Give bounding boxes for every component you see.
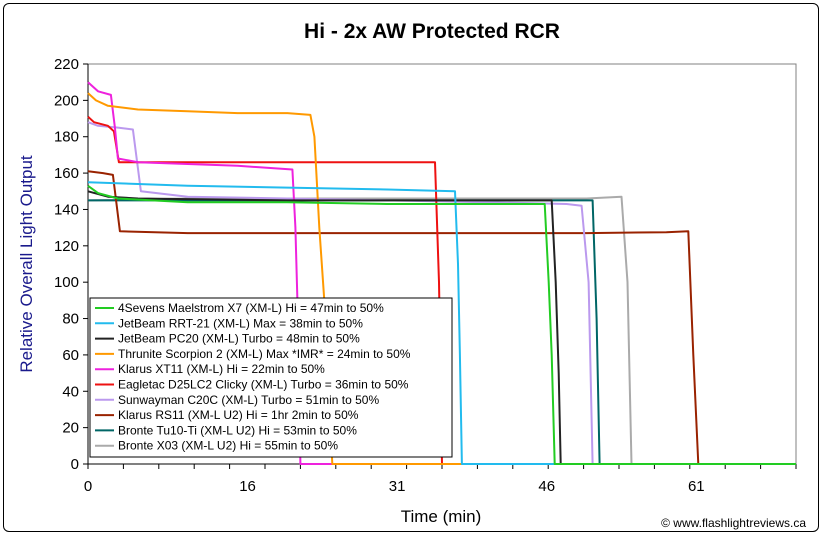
legend-entry: Bronte Tu10-Ti (XM-L U2) Hi = 53min to 5… xyxy=(118,423,357,437)
legend: 4Sevens Maelstrom X7 (XM-L) Hi = 47min t… xyxy=(89,297,453,458)
legend-entry: Klarus RS11 (XM-L U2) Hi = 1hr 2min to 5… xyxy=(118,408,359,422)
y-tick-label: 180 xyxy=(54,129,79,146)
x-tick-label: 0 xyxy=(84,478,92,495)
y-tick-label: 60 xyxy=(62,347,79,364)
series-line xyxy=(87,181,796,465)
legend-entry: Eagletac D25LC2 Clicky (XM-L) Turbo = 36… xyxy=(118,378,409,392)
series-line xyxy=(87,190,796,465)
chart-title: Hi - 2x AW Protected RCR xyxy=(304,20,560,43)
y-axis: 0 20 40 60 80 100 120 140 160 180 200 220 xyxy=(54,56,89,473)
y-tick-label: 200 xyxy=(54,92,79,109)
y-tick-label: 20 xyxy=(62,420,79,437)
series-line xyxy=(87,184,796,465)
y-tick-label: 160 xyxy=(54,165,79,182)
x-tick-label: 16 xyxy=(239,478,256,495)
x-axis: 0 16 31 46 61 xyxy=(84,463,797,495)
legend-entry: Bronte X03 (XM-L U2) Hi = 55min to 50% xyxy=(118,439,338,453)
legend-entry: Klarus XT11 (XM-L) Hi = 22min to 50% xyxy=(118,362,325,376)
x-axis-title: Time (min) xyxy=(401,507,482,526)
x-tick-label: 61 xyxy=(688,478,705,495)
x-tick-label: 46 xyxy=(538,478,555,495)
legend-box xyxy=(89,297,453,458)
x-tick-label: 31 xyxy=(389,478,406,495)
legend-entry: 4Sevens Maelstrom X7 (XM-L) Hi = 47min t… xyxy=(118,301,384,315)
y-tick-label: 40 xyxy=(62,383,79,400)
legend-entry: Thrunite Scorpion 2 (XM-L) Max *IMR* = 2… xyxy=(118,347,411,361)
y-tick-label: 0 xyxy=(71,456,79,473)
y-tick-label: 220 xyxy=(54,56,79,73)
legend-entry: JetBeam PC20 (XM-L) Turbo = 48min to 50% xyxy=(118,332,360,346)
credit-text: © www.flashlightreviews.ca xyxy=(661,516,806,530)
legend-entry: Sunwayman C20C (XM-L) Turbo = 51min to 5… xyxy=(118,393,379,407)
legend-entry: JetBeam RRT-21 (XM-L) Max = 38min to 50% xyxy=(118,316,363,330)
y-tick-label: 100 xyxy=(54,274,79,291)
y-axis-title: Relative Overall Light Output xyxy=(17,155,36,373)
y-tick-label: 140 xyxy=(54,201,79,218)
y-tick-label: 120 xyxy=(54,238,79,255)
y-tick-label: 80 xyxy=(62,311,79,328)
